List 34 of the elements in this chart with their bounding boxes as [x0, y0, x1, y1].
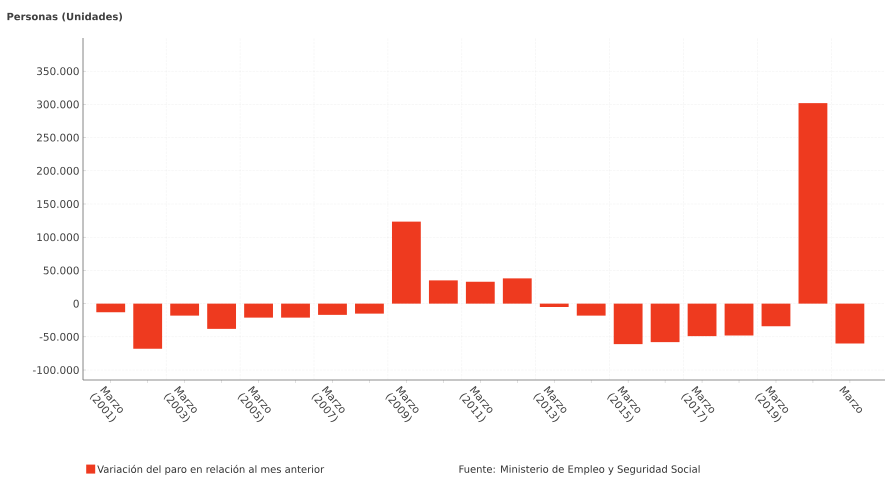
bar [576, 304, 606, 316]
y-tick-label: 150.000 [37, 200, 79, 208]
bar [318, 304, 347, 315]
bar [650, 304, 680, 342]
source-note: Fuente: Ministerio de Empleo y Seguridad Social [460, 465, 700, 475]
bar [724, 304, 754, 336]
bar [96, 304, 126, 312]
bar [502, 278, 532, 304]
bar [835, 304, 864, 344]
y-tick-label: 100.000 [37, 233, 79, 242]
bar [281, 304, 310, 318]
y-tick-label: 200.000 [36, 166, 79, 175]
bar [207, 304, 236, 329]
bar [540, 304, 569, 307]
y-axis-title: Personas (Unidades) [7, 12, 122, 22]
bar [762, 304, 790, 326]
bar [392, 222, 421, 304]
y-tick-label: 0 [74, 300, 79, 308]
y-tick-label: 50.000 [44, 266, 79, 274]
y-tick-label: -50.000 [40, 332, 79, 341]
bar [355, 304, 384, 314]
bar [688, 304, 716, 336]
bar [798, 103, 828, 304]
bar [133, 304, 162, 349]
legend-label: Variación del paro en relación al mes anterior [97, 464, 324, 475]
y-tick-label: 350.000 [37, 67, 79, 76]
y-tick-label: 300.000 [37, 100, 79, 108]
bar [170, 304, 200, 316]
bar [466, 282, 495, 304]
bar [244, 304, 273, 318]
y-tick-label: 250.000 [36, 134, 79, 142]
bar [428, 280, 458, 304]
y-tick-label: -100.000 [32, 366, 79, 374]
bar [614, 304, 643, 344]
